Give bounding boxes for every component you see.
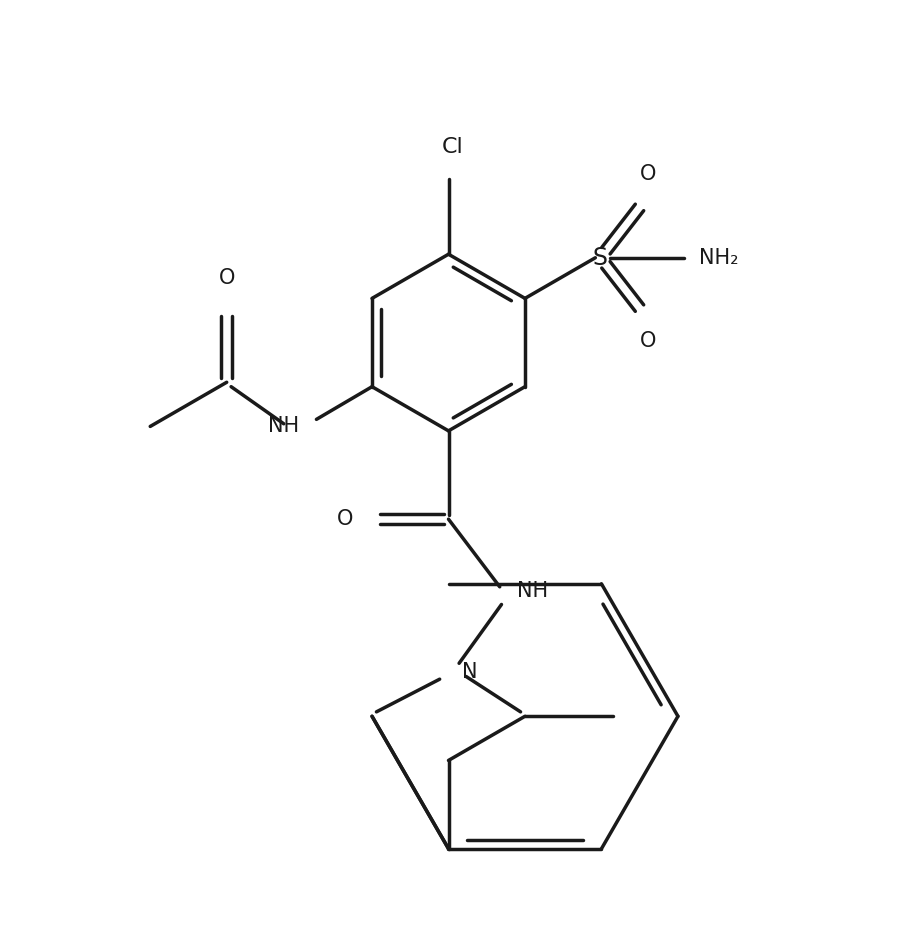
Text: O: O [219,268,235,288]
Text: S: S [592,246,607,270]
Text: O: O [336,509,353,529]
Text: O: O [640,331,657,352]
Text: NH: NH [518,581,548,601]
Text: NH₂: NH₂ [699,248,738,268]
Text: O: O [640,164,657,184]
Text: NH: NH [267,416,299,436]
Text: N: N [462,662,477,682]
Text: Cl: Cl [442,137,464,157]
